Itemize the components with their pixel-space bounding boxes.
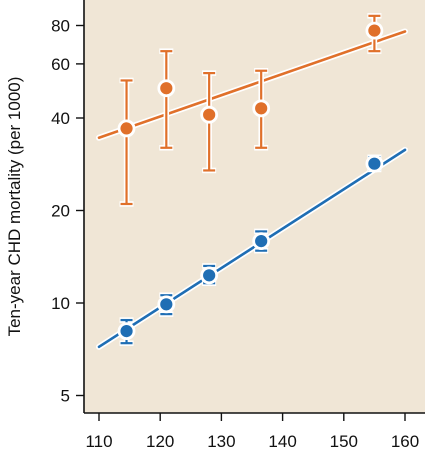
x-tick-label: 110 xyxy=(85,432,112,451)
data-point xyxy=(157,295,176,314)
data-point xyxy=(117,119,136,138)
data-point xyxy=(365,154,384,173)
y-tick-label: 60 xyxy=(51,55,70,74)
fit-lines xyxy=(96,28,408,350)
data-points xyxy=(117,21,384,341)
plot-background xyxy=(84,0,425,413)
y-tick-label: 80 xyxy=(51,17,70,36)
x-tick-label: 120 xyxy=(146,432,174,451)
y-axis-label: Ten-year CHD mortality (per 1000) xyxy=(5,77,24,337)
y-tick-label: 5 xyxy=(61,387,70,406)
data-point xyxy=(200,266,219,285)
y-tick-label: 10 xyxy=(51,294,70,313)
x-tick-label: 160 xyxy=(391,432,419,451)
x-tick-label: 150 xyxy=(330,432,358,451)
fit-line xyxy=(97,30,407,140)
x-tick-label: 140 xyxy=(268,432,296,451)
error-bar xyxy=(119,77,134,207)
data-point xyxy=(117,322,136,341)
fit-line xyxy=(97,148,407,349)
data-point xyxy=(252,99,271,118)
y-tick-label: 20 xyxy=(51,202,70,221)
y-axis: 5 10 20 40 60 80 xyxy=(51,0,85,413)
y-tick-label: 40 xyxy=(51,109,70,128)
data-point xyxy=(252,232,271,251)
data-point xyxy=(365,21,384,40)
error-bar xyxy=(159,48,174,151)
data-point xyxy=(200,105,219,124)
x-tick-label: 130 xyxy=(207,432,235,451)
data-point xyxy=(157,79,176,98)
x-axis: 110 120 130 140 150 160 xyxy=(84,412,425,451)
